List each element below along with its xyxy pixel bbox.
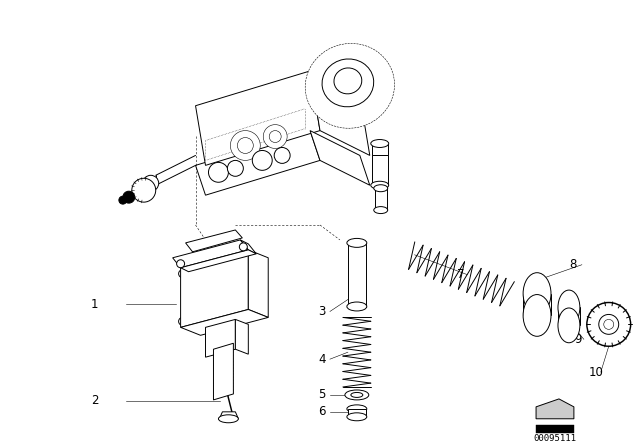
Ellipse shape xyxy=(351,392,363,397)
Ellipse shape xyxy=(119,196,127,204)
Ellipse shape xyxy=(143,175,159,191)
Polygon shape xyxy=(186,230,243,252)
Ellipse shape xyxy=(334,68,362,94)
Text: 1: 1 xyxy=(91,298,99,311)
Polygon shape xyxy=(173,240,248,268)
Ellipse shape xyxy=(179,270,187,278)
Ellipse shape xyxy=(227,160,243,177)
Ellipse shape xyxy=(523,294,551,336)
Bar xyxy=(348,409,366,417)
Ellipse shape xyxy=(132,178,156,202)
Polygon shape xyxy=(214,343,234,400)
Ellipse shape xyxy=(587,302,630,346)
Ellipse shape xyxy=(237,138,253,154)
Ellipse shape xyxy=(243,300,250,307)
Polygon shape xyxy=(536,399,574,419)
Polygon shape xyxy=(180,310,268,335)
Ellipse shape xyxy=(347,413,367,421)
Ellipse shape xyxy=(374,207,388,214)
Bar xyxy=(372,155,388,185)
Polygon shape xyxy=(196,130,320,195)
Ellipse shape xyxy=(274,147,290,164)
Ellipse shape xyxy=(347,302,367,311)
Text: 6: 6 xyxy=(318,405,326,418)
Ellipse shape xyxy=(347,405,367,413)
Text: 8: 8 xyxy=(569,258,576,271)
Text: 4: 4 xyxy=(318,353,326,366)
Ellipse shape xyxy=(179,318,187,325)
Polygon shape xyxy=(180,250,256,271)
Ellipse shape xyxy=(599,314,619,334)
Ellipse shape xyxy=(371,181,388,189)
Polygon shape xyxy=(196,71,320,165)
Ellipse shape xyxy=(531,298,543,310)
Ellipse shape xyxy=(252,151,272,170)
Ellipse shape xyxy=(269,130,281,142)
Ellipse shape xyxy=(123,191,135,203)
Ellipse shape xyxy=(371,139,388,147)
Ellipse shape xyxy=(243,252,250,260)
Text: 5: 5 xyxy=(318,388,325,401)
Ellipse shape xyxy=(230,130,260,160)
Ellipse shape xyxy=(347,238,367,247)
Polygon shape xyxy=(236,319,248,354)
Text: 9: 9 xyxy=(574,333,581,346)
Polygon shape xyxy=(220,412,238,419)
Bar xyxy=(536,425,574,433)
Ellipse shape xyxy=(604,319,614,329)
Ellipse shape xyxy=(345,390,369,400)
Polygon shape xyxy=(248,250,268,318)
Ellipse shape xyxy=(177,260,184,268)
Ellipse shape xyxy=(558,290,580,325)
Polygon shape xyxy=(310,130,370,185)
Bar xyxy=(372,143,388,155)
Ellipse shape xyxy=(239,243,247,251)
Polygon shape xyxy=(205,319,236,357)
Polygon shape xyxy=(180,250,248,327)
Text: 10: 10 xyxy=(589,366,604,379)
Text: 7: 7 xyxy=(458,268,465,281)
Ellipse shape xyxy=(558,308,580,343)
Text: 2: 2 xyxy=(91,394,99,407)
Ellipse shape xyxy=(263,125,287,148)
Ellipse shape xyxy=(523,273,551,314)
Text: 00095111: 00095111 xyxy=(534,434,577,443)
Bar xyxy=(348,243,366,307)
Ellipse shape xyxy=(322,59,374,107)
Polygon shape xyxy=(241,240,256,254)
Ellipse shape xyxy=(218,415,238,423)
Text: 3: 3 xyxy=(318,305,325,318)
Ellipse shape xyxy=(374,185,388,192)
Ellipse shape xyxy=(305,43,394,128)
Ellipse shape xyxy=(209,162,228,182)
Polygon shape xyxy=(310,71,370,155)
Bar xyxy=(375,188,387,210)
